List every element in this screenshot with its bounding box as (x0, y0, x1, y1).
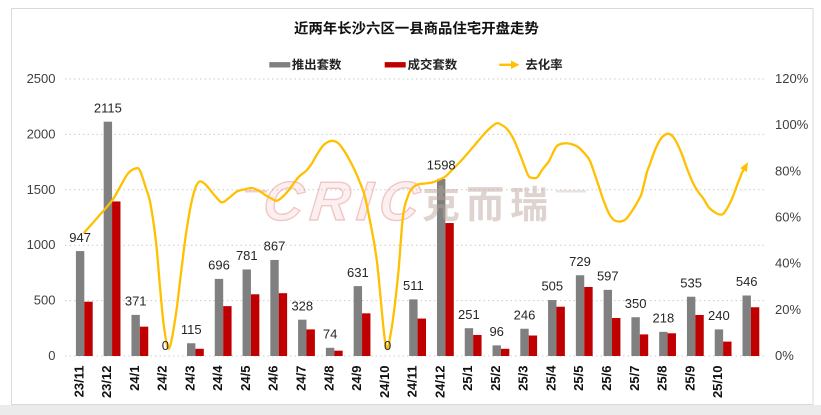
svg-text:25/8: 25/8 (655, 366, 670, 391)
svg-text:2115: 2115 (94, 100, 122, 115)
svg-text:1500: 1500 (27, 182, 56, 197)
svg-text:511: 511 (403, 278, 424, 293)
svg-text:25/5: 25/5 (571, 366, 586, 391)
svg-text:CRIC: CRIC (261, 170, 430, 232)
svg-text:24/4: 24/4 (210, 365, 225, 391)
svg-text:25/9: 25/9 (682, 366, 697, 391)
svg-text:40%: 40% (775, 256, 801, 271)
svg-text:0: 0 (162, 338, 169, 353)
svg-text:696: 696 (208, 258, 230, 273)
svg-text:24/6: 24/6 (266, 366, 281, 391)
svg-text:2000: 2000 (27, 126, 56, 141)
svg-text:24/5: 24/5 (238, 366, 253, 391)
svg-text:597: 597 (597, 269, 619, 284)
svg-text:0%: 0% (775, 348, 794, 363)
svg-text:25/4: 25/4 (544, 365, 559, 391)
svg-text:23/11: 23/11 (71, 366, 86, 398)
svg-text:1598: 1598 (427, 158, 456, 173)
svg-text:218: 218 (653, 311, 675, 326)
svg-text:500: 500 (34, 293, 56, 308)
svg-text:25/2: 25/2 (488, 366, 503, 391)
svg-text:251: 251 (458, 307, 480, 322)
svg-text:0: 0 (384, 338, 391, 353)
svg-text:1000: 1000 (27, 237, 56, 252)
svg-text:781: 781 (236, 248, 258, 263)
svg-text:240: 240 (708, 308, 730, 323)
svg-text:80%: 80% (775, 163, 801, 178)
svg-text:24/10: 24/10 (377, 366, 392, 399)
svg-text:0: 0 (48, 348, 55, 363)
svg-text:729: 729 (569, 254, 591, 269)
svg-text:24/12: 24/12 (432, 366, 447, 399)
svg-text:631: 631 (347, 265, 369, 280)
svg-text:25/7: 25/7 (627, 366, 642, 391)
svg-text:24/11: 24/11 (405, 366, 420, 398)
svg-text:96: 96 (489, 324, 503, 339)
svg-text:25/6: 25/6 (599, 366, 614, 391)
svg-text:60%: 60% (775, 210, 801, 225)
svg-text:246: 246 (514, 307, 536, 322)
svg-text:2500: 2500 (27, 71, 56, 86)
svg-text:25/10: 25/10 (710, 366, 725, 399)
svg-text:115: 115 (181, 322, 202, 337)
svg-text:100%: 100% (775, 117, 809, 132)
svg-text:20%: 20% (775, 302, 801, 317)
svg-text:350: 350 (625, 296, 647, 311)
svg-text:535: 535 (680, 275, 702, 290)
svg-text:25/1: 25/1 (460, 366, 475, 391)
svg-text:505: 505 (541, 279, 563, 294)
svg-text:24/2: 24/2 (155, 366, 170, 391)
svg-text:24/7: 24/7 (294, 366, 309, 391)
svg-text:328: 328 (291, 298, 313, 313)
svg-text:25/3: 25/3 (516, 366, 531, 391)
svg-text:24/1: 24/1 (127, 366, 142, 391)
svg-text:947: 947 (69, 230, 91, 245)
svg-text:24/8: 24/8 (321, 366, 336, 391)
svg-text:371: 371 (125, 294, 147, 309)
svg-text:24/9: 24/9 (349, 366, 364, 391)
svg-text:23/12: 23/12 (99, 366, 114, 399)
svg-text:120%: 120% (775, 71, 809, 86)
svg-text:546: 546 (736, 274, 758, 289)
svg-text:867: 867 (264, 239, 286, 254)
svg-text:74: 74 (323, 327, 337, 342)
svg-text:24/3: 24/3 (182, 366, 197, 391)
